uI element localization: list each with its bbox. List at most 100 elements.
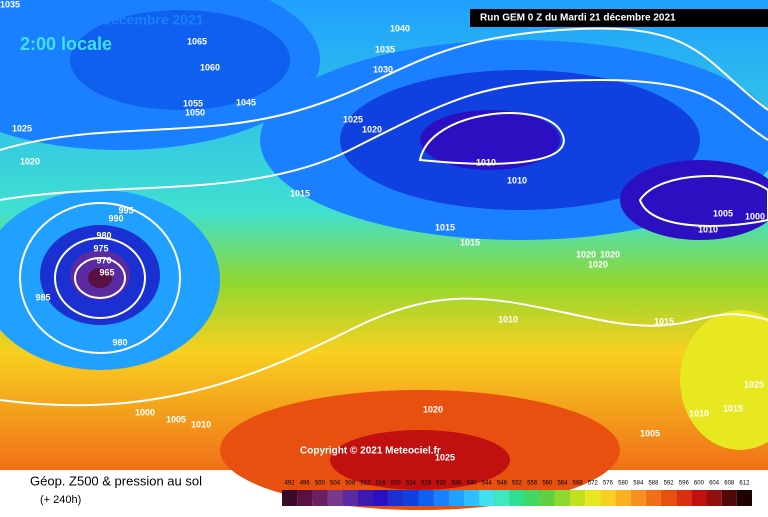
isobar-label: 1055	[183, 98, 203, 108]
isobar-label: 1000	[745, 211, 765, 221]
colorbar-label: 584	[633, 481, 644, 487]
isobar-label: 980	[96, 230, 111, 240]
isobar-label: 1010	[476, 157, 496, 167]
isobar-label: 1005	[166, 414, 186, 424]
isobar-label: 1040	[390, 23, 410, 33]
isobar-label: 1025	[343, 114, 363, 124]
isobar-label: 1065	[187, 36, 207, 46]
copyright: Copyright © 2021 Meteociel.fr	[300, 446, 441, 457]
colorbar-label: 496	[300, 481, 311, 487]
isobar-label: 980	[112, 337, 127, 347]
isobar-label: 1020	[423, 404, 443, 414]
isobar-label: 1005	[640, 428, 660, 438]
colorbar-label: 512	[360, 481, 371, 487]
colorbar-label: 564	[557, 481, 568, 487]
colorbar-swatch	[645, 490, 662, 506]
isobar-label: 1010	[498, 314, 518, 324]
colorbar-label: 576	[603, 481, 614, 487]
colorbar-label: 612	[739, 481, 750, 487]
run-box	[470, 9, 768, 27]
colorbar-label: 552	[512, 481, 523, 487]
colorbar-swatch	[615, 490, 631, 506]
colorbar-label: 500	[315, 481, 326, 487]
isobar-label: 1020	[20, 156, 40, 166]
colorbar-swatch	[479, 490, 495, 506]
colorbar-swatch	[297, 490, 313, 506]
isobar-label: 1035	[0, 0, 20, 9]
colorbar-label: 572	[588, 481, 599, 487]
isobar-label: 1050	[185, 107, 205, 117]
colorbar-swatch	[372, 490, 389, 506]
isobar-label: 1045	[236, 97, 256, 107]
isobars	[0, 27, 768, 407]
isobar-label: 1020	[588, 259, 608, 269]
colorbar-label: 532	[436, 481, 447, 487]
isobar-label: 1025	[744, 379, 764, 389]
isobar-label: 1020	[362, 124, 382, 134]
colorbar-swatch	[312, 490, 328, 506]
colorbar-label: 528	[421, 481, 432, 487]
colorbar-swatch	[433, 490, 449, 506]
isobar-label: 1025	[435, 452, 455, 462]
isobar-label: 1035	[375, 44, 395, 54]
isobar-label: 965	[99, 267, 114, 277]
colorbar-swatch	[570, 490, 586, 506]
colorbar-label: 548	[497, 481, 508, 487]
colorbar-label: 508	[345, 481, 356, 487]
colorbar-swatch	[494, 490, 510, 506]
colorbar-label: 536	[451, 481, 462, 487]
isobar-label: 1000	[135, 407, 155, 417]
colorbar-label: 596	[679, 481, 690, 487]
colorbar-label: 492	[285, 481, 296, 487]
colorbar-swatch	[342, 490, 358, 506]
colorbar-swatch	[357, 490, 373, 506]
colorbar-swatch	[524, 490, 540, 506]
colorbar-swatch	[630, 490, 646, 506]
colorbar-label: 520	[391, 481, 402, 487]
colorbar-swatch	[661, 490, 677, 506]
colorbar-label: 608	[724, 481, 735, 487]
isobar-label: 1015	[460, 237, 480, 247]
isobar-label: 1010	[191, 419, 211, 429]
colorbar-label: 580	[618, 481, 629, 487]
colorbar-swatch	[539, 490, 555, 506]
isobar-label: 1010	[507, 175, 527, 185]
colorbar-label: 604	[709, 481, 720, 487]
colorbar-swatch	[418, 490, 434, 506]
colorbar-swatch	[403, 490, 419, 506]
isobar-label: 990	[108, 213, 123, 223]
isobar-label: 1015	[435, 222, 455, 232]
isobar-label: 985	[35, 292, 50, 302]
isobar-label: 1015	[654, 316, 674, 326]
isobar-label: 1015	[290, 188, 310, 198]
colorbar-label: 544	[482, 481, 493, 487]
isobar-label: 975	[93, 243, 108, 253]
colorbar-swatch	[706, 490, 722, 506]
colorbar-swatch	[448, 490, 464, 506]
colorbar-label: 568	[573, 481, 584, 487]
isobar-label: 1025	[12, 123, 32, 133]
isobar-label: 1010	[698, 224, 718, 234]
colorbar-swatch	[585, 490, 601, 506]
isobar-label: 1015	[723, 403, 743, 413]
colorbar-label: 516	[376, 481, 387, 487]
colorbar-swatch	[282, 490, 298, 506]
time: 2:00 locale	[20, 34, 112, 54]
isobar-label: 1020	[576, 249, 596, 259]
lead: (+ 240h)	[40, 494, 81, 506]
isobar-label: 1060	[200, 62, 220, 72]
colorbar-swatch	[388, 490, 404, 506]
colorbar-swatch	[676, 490, 692, 506]
colorbar-label: 592	[664, 481, 675, 487]
colorbar-swatch	[509, 490, 525, 506]
colorbar-swatch	[691, 490, 707, 506]
colorbar-swatch	[327, 490, 343, 506]
colorbar-swatch	[736, 490, 752, 506]
colorbar-label: 588	[648, 481, 659, 487]
colorbar-swatch	[721, 490, 737, 506]
colorbar-label: 504	[330, 481, 341, 487]
isobar-label: 1010	[689, 408, 709, 418]
isobar-label: 1020	[600, 249, 620, 259]
colorbar-label: 600	[694, 481, 705, 487]
